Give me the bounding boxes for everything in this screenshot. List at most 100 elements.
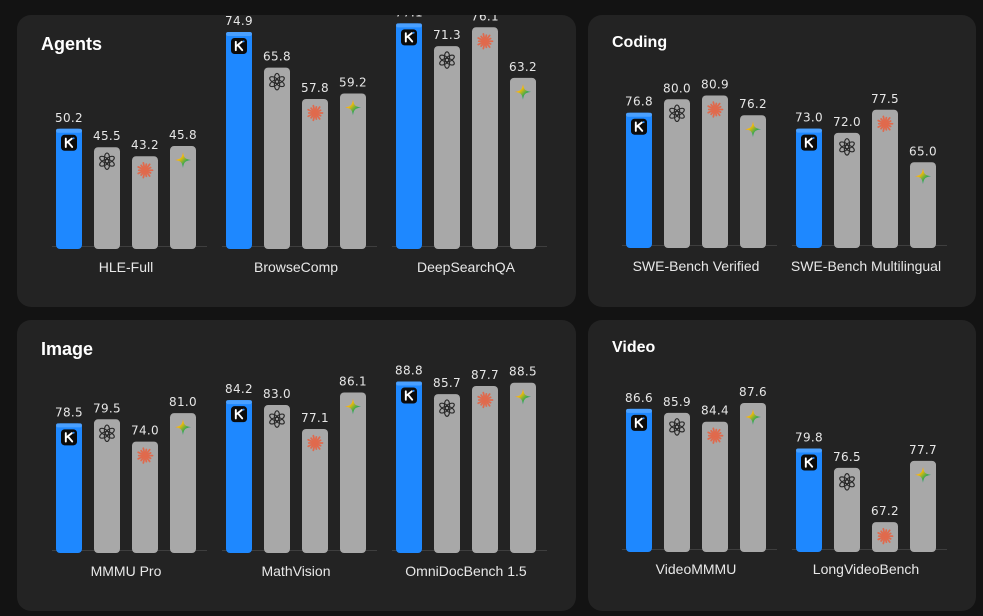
image-panel: Image 78.5 79.5 74.0 81.0 MMMU Pro 84.2 83.0 77…	[17, 320, 576, 611]
agents-chart: 50.2 45.5 43.2 45.8 HLE-Full 74.9 65.8 57.8 59.2…	[52, 15, 547, 275]
bar-group: 50.2 45.5 43.2 45.8 HLE-Full	[52, 111, 207, 275]
bar-group: 86.6 85.9 84.4 87.6 VideoMMMU	[622, 385, 777, 577]
openai-logo-icon	[839, 473, 855, 491]
bar	[664, 99, 690, 248]
category-label: LongVideoBench	[813, 561, 919, 577]
panel-title: Image	[41, 339, 94, 359]
bar	[434, 46, 460, 249]
category-label: BrowseComp	[254, 259, 338, 275]
value-label: 87.7	[471, 368, 499, 382]
bar	[170, 413, 196, 553]
category-label: SWE-Bench Verified	[633, 258, 760, 274]
openai-logo-icon	[99, 424, 115, 443]
bar	[510, 77, 536, 249]
kimi-logo-icon	[801, 134, 817, 151]
value-label: 85.7	[433, 376, 461, 390]
category-label: SWE-Bench Multilingual	[791, 258, 941, 274]
value-label: 76.8	[625, 95, 653, 109]
value-label: 71.3	[433, 28, 461, 42]
bar	[834, 132, 860, 248]
value-label: 76.1	[471, 15, 499, 23]
value-label: 74.9	[225, 15, 253, 28]
bar	[834, 467, 860, 552]
gemini-logo-icon	[745, 409, 761, 425]
kimi-logo-icon	[401, 29, 417, 46]
bar-group: 77.1 71.3 76.1 63.2 DeepSearchQA	[392, 15, 547, 275]
bar	[740, 403, 766, 552]
openai-logo-icon	[669, 418, 685, 436]
gemini-logo-icon	[345, 99, 361, 116]
bar	[226, 400, 252, 553]
video-chart: 86.6 85.9 84.4 87.6 VideoMMMU 79.8 76.5 67.2 77.…	[622, 385, 947, 577]
value-label: 59.2	[339, 76, 367, 90]
value-label: 79.8	[795, 431, 823, 445]
bar	[740, 115, 766, 248]
value-label: 87.6	[739, 385, 767, 399]
bar	[396, 381, 422, 553]
value-label: 79.5	[93, 401, 121, 415]
bar	[94, 419, 120, 553]
openai-logo-icon	[269, 410, 285, 428]
bar	[264, 67, 290, 249]
openai-logo-icon	[669, 104, 685, 123]
kimi-logo-icon	[61, 134, 77, 151]
category-label: VideoMMMU	[656, 561, 737, 577]
bar	[626, 112, 652, 248]
value-label: 88.5	[509, 365, 537, 379]
bar	[56, 423, 82, 553]
video-panel: Video 86.6 85.9 84.4 87.6 VideoMMMU 79.8 76.5 6…	[588, 320, 976, 611]
anthropic-logo-icon	[477, 33, 494, 50]
bar	[796, 448, 822, 552]
gemini-logo-icon	[175, 419, 191, 436]
anthropic-logo-icon	[707, 427, 724, 444]
bar	[664, 412, 690, 552]
anthropic-logo-icon	[877, 527, 894, 545]
bar	[796, 128, 822, 248]
bar	[910, 460, 936, 552]
bar	[132, 441, 158, 553]
bar	[132, 156, 158, 249]
value-label: 77.5	[871, 92, 899, 106]
bar	[264, 405, 290, 553]
bar	[702, 421, 728, 552]
coding-panel: Coding 76.8 80.0 80.9 76.2 SWE-Bench Verifie…	[588, 15, 976, 307]
value-label: 57.8	[301, 81, 329, 95]
bar	[472, 27, 498, 249]
value-label: 78.5	[55, 405, 83, 419]
panel-title: Coding	[612, 34, 668, 51]
bar-group: 73.0 72.0 77.5 65.0 SWE-Bench Multilingual	[791, 92, 947, 274]
value-label: 76.5	[833, 450, 861, 464]
bar	[302, 99, 328, 249]
kimi-logo-icon	[61, 429, 77, 446]
image-chart: 78.5 79.5 74.0 81.0 MMMU Pro 84.2 83.0 77.1 86.1…	[52, 364, 547, 579]
anthropic-logo-icon	[877, 115, 894, 132]
panel-title: Agents	[41, 34, 103, 54]
bar	[472, 385, 498, 553]
bar	[702, 95, 728, 248]
bar	[396, 23, 422, 250]
kimi-logo-icon	[231, 37, 247, 54]
value-label: 80.0	[663, 81, 691, 95]
bar	[56, 128, 82, 249]
value-label: 72.0	[833, 115, 861, 129]
value-label: 85.9	[663, 395, 691, 409]
anthropic-logo-icon	[137, 162, 154, 179]
value-label: 73.0	[795, 111, 823, 125]
bar-group: 74.9 65.8 57.8 59.2 BrowseComp	[222, 15, 377, 275]
bar-group: 78.5 79.5 74.0 81.0 MMMU Pro	[52, 395, 207, 579]
kimi-logo-icon	[631, 414, 647, 431]
kimi-logo-icon	[631, 118, 647, 135]
bar	[340, 93, 366, 250]
value-label: 84.4	[701, 404, 729, 418]
anthropic-logo-icon	[307, 434, 324, 452]
category-label: OmniDocBench 1.5	[405, 563, 527, 579]
value-label: 77.1	[301, 411, 329, 425]
gemini-logo-icon	[745, 121, 761, 138]
openai-logo-icon	[99, 152, 115, 170]
bar	[910, 162, 936, 248]
value-label: 86.6	[625, 391, 653, 405]
anthropic-logo-icon	[307, 104, 324, 122]
bar	[434, 394, 460, 553]
panel-title: Video	[612, 339, 656, 356]
value-label: 43.2	[131, 138, 159, 152]
